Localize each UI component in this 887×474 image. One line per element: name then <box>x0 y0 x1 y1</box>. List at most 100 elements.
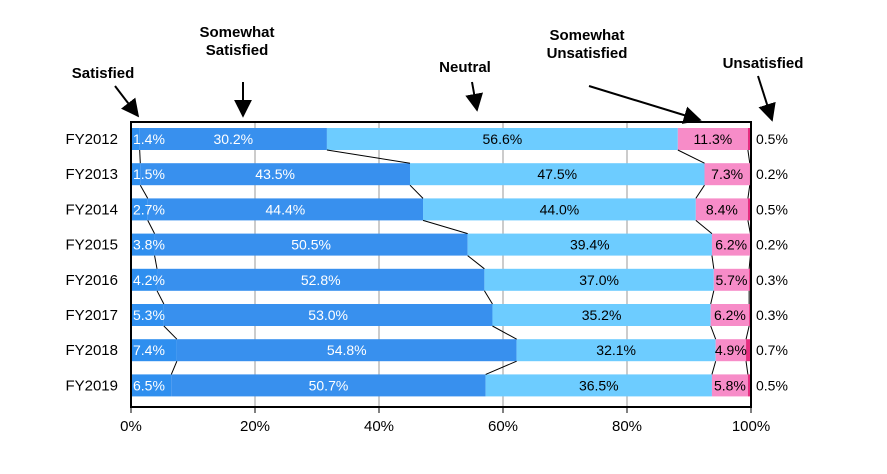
bar-somewhat-satisfied-fy2013 <box>140 163 411 186</box>
label-satisfied-fy2017: 5.3% <box>133 307 165 323</box>
legend-label-unsatisfied: Unsatisfied <box>723 55 804 72</box>
category-label: FY2012 <box>65 131 118 148</box>
bar-somewhat-unsatisfied-fy2012 <box>677 128 748 150</box>
legend-label-somewhat-unsatisfied: Somewhat Unsatisfied <box>547 27 628 62</box>
category-label: FY2016 <box>65 272 118 289</box>
series-line <box>163 325 178 340</box>
series-line <box>139 149 141 164</box>
label-unsatisfied-fy2017: 0.3% <box>756 307 788 323</box>
series-lines <box>139 149 751 375</box>
label-neutral-fy2018: 32.1% <box>596 342 636 358</box>
bar-satisfied-fy2014 <box>131 198 148 221</box>
series-line <box>695 184 705 199</box>
x-tick-label: 40% <box>364 418 394 435</box>
series-line <box>747 220 751 234</box>
bar-somewhat-unsatisfied-fy2019 <box>711 374 748 397</box>
bar-neutral-fy2016 <box>484 268 714 291</box>
category-label: FY2015 <box>65 237 118 254</box>
legend-label-neutral: Neutral <box>439 59 491 76</box>
bar-unsatisfied-fy2014 <box>747 198 751 221</box>
segment-labels: 1.4% 30.2% 56.6% 11.3% 0.5% 1.5% 43.5% 47.5% 7.3… <box>133 131 788 393</box>
bar-somewhat-unsatisfied-fy2016 <box>713 268 750 291</box>
bar-somewhat-satisfied-fy2017 <box>163 304 493 326</box>
bar-satisfied-fy2015 <box>131 233 155 256</box>
series-line <box>483 290 493 305</box>
series-line <box>711 255 715 269</box>
label-somewhat-satisfied-fy2015: 50.5% <box>291 237 331 253</box>
label-satisfied-fy2015: 3.8% <box>133 237 165 253</box>
bar-neutral-fy2014 <box>423 198 696 221</box>
label-unsatisfied-fy2019: 0.5% <box>756 377 788 393</box>
bar-somewhat-unsatisfied-fy2014 <box>695 198 748 221</box>
bar-unsatisfied-fy2012 <box>747 128 751 150</box>
x-tick-label: 100% <box>732 418 770 435</box>
bar-somewhat-satisfied-fy2012 <box>139 128 327 150</box>
bar-neutral-fy2018 <box>516 339 716 362</box>
label-somewhat-satisfied-fy2019: 50.7% <box>309 377 349 393</box>
bar-unsatisfied-fy2018 <box>746 339 751 362</box>
bar-somewhat-unsatisfied-fy2018 <box>715 339 747 362</box>
legend-label-satisfied: Satisfied <box>72 65 135 82</box>
series-line <box>485 360 517 375</box>
series-line <box>156 290 165 305</box>
bar-satisfied-fy2013 <box>131 163 141 186</box>
x-tick-label: 20% <box>240 418 270 435</box>
bar-satisfied-fy2017 <box>131 304 164 326</box>
label-somewhat-unsatisfied-fy2018: 4.9% <box>715 342 747 358</box>
bar-somewhat-satisfied-fy2016 <box>157 268 485 291</box>
bar-neutral-fy2019 <box>485 374 712 397</box>
series-line <box>422 219 468 235</box>
series-line <box>154 255 158 269</box>
label-satisfied-fy2012: 1.4% <box>133 131 165 147</box>
series-line <box>711 361 717 375</box>
label-neutral-fy2013: 47.5% <box>537 166 577 182</box>
series-line <box>326 149 411 164</box>
legend-arrow-neutral <box>465 81 484 112</box>
category-label: FY2017 <box>65 307 118 324</box>
bar-somewhat-satisfied-fy2018 <box>176 339 517 362</box>
series-line <box>147 220 156 234</box>
series-line <box>747 185 751 199</box>
label-satisfied-fy2013: 1.5% <box>133 166 165 182</box>
bar-somewhat-unsatisfied-fy2017 <box>710 304 750 326</box>
bar-neutral-fy2013 <box>410 163 705 186</box>
label-satisfied-fy2016: 4.2% <box>133 272 165 288</box>
series-line <box>745 361 749 375</box>
label-somewhat-satisfied-fy2016: 52.8% <box>301 272 341 288</box>
label-unsatisfied-fy2012: 0.5% <box>756 131 788 147</box>
series-line <box>710 290 715 305</box>
label-unsatisfied-fy2018: 0.7% <box>756 342 788 358</box>
x-tick-label: 80% <box>612 418 642 435</box>
series-line <box>710 325 717 340</box>
plot-frame <box>130 121 752 408</box>
label-somewhat-satisfied-fy2012: 30.2% <box>213 131 253 147</box>
bar-neutral-fy2012 <box>326 128 678 150</box>
label-somewhat-unsatisfied-fy2019: 5.8% <box>714 377 746 393</box>
category-label: FY2019 <box>65 377 118 394</box>
series-line <box>677 149 705 164</box>
label-somewhat-unsatisfied-fy2017: 6.2% <box>714 307 746 323</box>
label-neutral-fy2014: 44.0% <box>540 201 580 217</box>
legend-label-somewhat-satisfied: Somewhat Satisfied <box>199 24 274 59</box>
series-line <box>467 255 485 270</box>
bars <box>131 128 752 397</box>
category-axis: FY2012 FY2013 FY2014 FY2015 FY2016 FY2017 FY20… <box>65 131 118 394</box>
x-axis: 0% 20% 40% 60% 80% 100% <box>120 407 770 435</box>
bar-somewhat-satisfied-fy2015 <box>154 233 468 256</box>
category-label: FY2018 <box>65 342 118 359</box>
series-line <box>139 184 149 199</box>
label-satisfied-fy2019: 6.5% <box>133 377 165 393</box>
bar-somewhat-unsatisfied-fy2013 <box>704 163 750 186</box>
label-neutral-fy2012: 56.6% <box>483 131 523 147</box>
bar-unsatisfied-fy2019 <box>747 374 751 397</box>
bar-satisfied-fy2016 <box>131 268 158 291</box>
legend-arrow-unsatisfied <box>757 75 776 122</box>
label-somewhat-satisfied-fy2014: 44.4% <box>266 201 306 217</box>
series-line <box>745 325 750 340</box>
legend: Satisfied Somewhat Satisfied Neutral Somewha… <box>72 24 804 124</box>
label-neutral-fy2017: 35.2% <box>582 307 622 323</box>
label-unsatisfied-fy2015: 0.2% <box>756 237 788 253</box>
legend-arrow-somewhat-unsatisfied <box>588 85 702 124</box>
series-line <box>409 184 424 199</box>
label-somewhat-unsatisfied-fy2013: 7.3% <box>711 166 743 182</box>
